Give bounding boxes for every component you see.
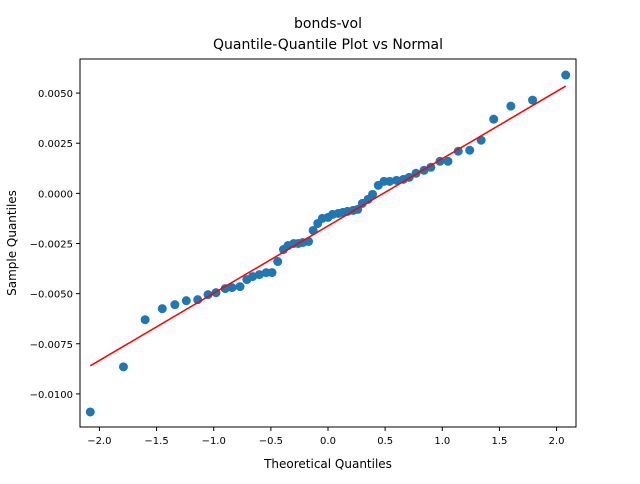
- y-tick-label: −0.0050: [30, 290, 73, 301]
- y-tick-label: 0.0050: [38, 89, 73, 100]
- chart-subtitle: Quantile-Quantile Plot vs Normal: [213, 37, 443, 53]
- y-tick-label: −0.0100: [30, 390, 73, 401]
- x-tick-label: 2.0: [549, 436, 565, 447]
- data-point: [140, 315, 150, 325]
- data-point: [392, 175, 402, 185]
- plot-frame: [79, 58, 577, 428]
- y-tick-label: −0.0075: [30, 340, 73, 351]
- data-point: [170, 300, 180, 310]
- x-tick-label: −0.5: [259, 436, 283, 447]
- data-point: [385, 176, 395, 186]
- data-point: [85, 407, 95, 417]
- data-point: [273, 257, 283, 267]
- data-point: [453, 146, 463, 156]
- data-point: [203, 290, 213, 300]
- data-point: [118, 362, 128, 372]
- y-tick-label: 0.0000: [38, 189, 73, 200]
- x-tick-label: 0.5: [377, 436, 393, 447]
- data-point: [561, 70, 571, 80]
- x-tick-label: −1.5: [144, 436, 168, 447]
- data-point: [528, 95, 538, 105]
- data-point: [368, 189, 378, 199]
- reference-line: [89, 85, 567, 367]
- x-tick-label: −1.0: [202, 436, 226, 447]
- data-point: [157, 304, 167, 314]
- data-point: [304, 236, 314, 246]
- data-point: [426, 162, 436, 172]
- y-axis-label: Sample Quantiles: [5, 190, 19, 296]
- data-point: [254, 270, 264, 280]
- data-point: [227, 283, 237, 293]
- data-point: [489, 114, 499, 124]
- data-point: [235, 282, 245, 292]
- data-point: [267, 268, 277, 278]
- data-point: [181, 296, 191, 306]
- y-tick-label: 0.0025: [38, 139, 73, 150]
- x-tick-label: 0.0: [320, 436, 336, 447]
- x-tick-label: 1.5: [491, 436, 507, 447]
- chart-title: bonds-vol: [294, 16, 362, 32]
- y-tick-label: −0.0025: [30, 240, 73, 251]
- x-tick-label: 1.0: [434, 436, 450, 447]
- data-point: [248, 272, 258, 282]
- x-axis-label: Theoretical Quantiles: [263, 457, 392, 471]
- data-point: [506, 101, 516, 111]
- x-tick-label: −2.0: [87, 436, 111, 447]
- data-point: [465, 145, 475, 155]
- data-point: [443, 156, 453, 166]
- data-point: [220, 284, 230, 294]
